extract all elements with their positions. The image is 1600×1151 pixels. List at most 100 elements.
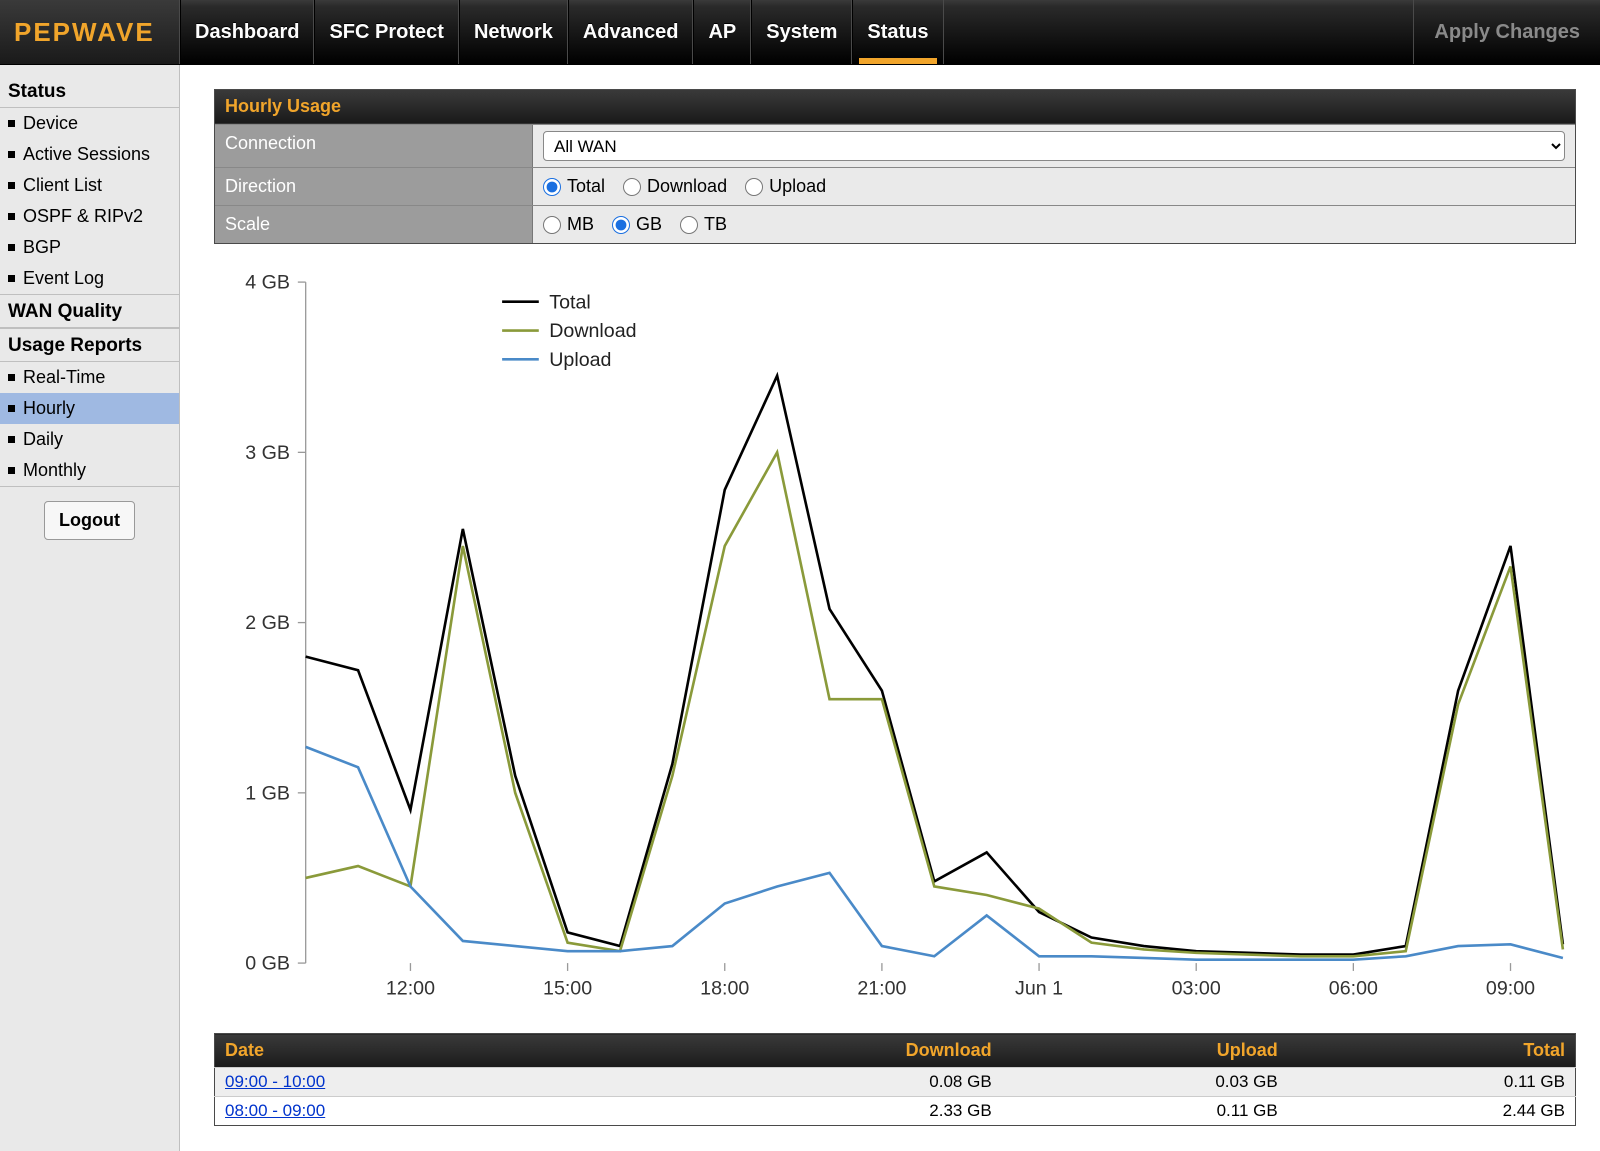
sidebar-item-label: OSPF & RIPv2 [23, 206, 143, 227]
scale-radio-tb[interactable] [680, 216, 698, 234]
direction-label: Total [567, 176, 605, 197]
table-header-date: Date [215, 1034, 634, 1068]
logout-button[interactable]: Logout [44, 501, 135, 540]
panel-title: Hourly Usage [215, 90, 1575, 124]
sidebar-item-realtime[interactable]: Real-Time [0, 362, 179, 393]
sidebar-item-daily[interactable]: Daily [0, 424, 179, 455]
topbar: PEPWAVE DashboardSFC ProtectNetworkAdvan… [0, 0, 1600, 65]
svg-text:2 GB: 2 GB [245, 612, 290, 634]
table-cell-total: 2.44 GB [1288, 1097, 1576, 1126]
logo-text: PEPWAVE [14, 17, 155, 48]
cfg-row-scale: Scale MB GB TB [215, 205, 1575, 243]
svg-text:18:00: 18:00 [700, 978, 749, 1000]
cfg-label-connection: Connection [215, 125, 533, 167]
bullet-icon [8, 436, 15, 443]
table-header-download: Download [634, 1034, 1002, 1068]
scale-label: TB [704, 214, 727, 235]
sidebar-item-monthly[interactable]: Monthly [0, 455, 179, 486]
cfg-value-direction: Total Download Upload [533, 168, 1575, 205]
scale-radio-gb[interactable] [612, 216, 630, 234]
svg-text:Jun 1: Jun 1 [1015, 978, 1063, 1000]
cfg-label-direction: Direction [215, 168, 533, 205]
direction-radio-download[interactable] [623, 178, 641, 196]
nav-item-dashboard[interactable]: Dashboard [180, 0, 314, 64]
sidebar-item-label: Client List [23, 175, 102, 196]
sidebar-item-label: Real-Time [23, 367, 105, 388]
svg-text:09:00: 09:00 [1486, 978, 1535, 1000]
nav-item-sfc[interactable]: SFC Protect [314, 0, 458, 64]
scale-option-tb[interactable]: TB [680, 214, 727, 235]
direction-option-upload[interactable]: Upload [745, 176, 826, 197]
connection-select[interactable]: All WAN [543, 131, 1565, 161]
cfg-label-scale: Scale [215, 206, 533, 243]
scale-option-gb[interactable]: GB [612, 214, 662, 235]
sidebar-item-label: Active Sessions [23, 144, 150, 165]
nav-item-advanced[interactable]: Advanced [568, 0, 694, 64]
direction-radio-total[interactable] [543, 178, 561, 196]
direction-option-total[interactable]: Total [543, 176, 605, 197]
config-panel: Hourly Usage Connection All WAN Directio… [214, 89, 1576, 244]
scale-radio-mb[interactable] [543, 216, 561, 234]
direction-label: Upload [769, 176, 826, 197]
direction-option-download[interactable]: Download [623, 176, 727, 197]
bullet-icon [8, 151, 15, 158]
page: Status Device Active Sessions Client List OS… [0, 65, 1600, 1151]
cfg-row-connection: Connection All WAN [215, 124, 1575, 167]
sidebar-header: Status [0, 75, 179, 108]
table-row: 09:00 - 10:000.08 GB0.03 GB0.11 GB [215, 1068, 1576, 1097]
bullet-icon [8, 120, 15, 127]
topnav: DashboardSFC ProtectNetworkAdvancedAPSys… [180, 0, 944, 64]
table-cell-upload: 0.11 GB [1002, 1097, 1288, 1126]
sidebar-header: Usage Reports [0, 329, 179, 362]
cfg-value-connection: All WAN [533, 125, 1575, 167]
date-link[interactable]: 09:00 - 10:00 [225, 1072, 325, 1091]
svg-text:12:00: 12:00 [386, 978, 435, 1000]
nav-item-system[interactable]: System [751, 0, 852, 64]
table-header-upload: Upload [1002, 1034, 1288, 1068]
nav-item-status[interactable]: Status [852, 0, 943, 64]
sidebar-item-hourly[interactable]: Hourly [0, 393, 179, 424]
cfg-row-direction: Direction Total Download Upload [215, 167, 1575, 205]
svg-text:Total: Total [549, 291, 590, 313]
bullet-icon [8, 244, 15, 251]
table-cell-upload: 0.03 GB [1002, 1068, 1288, 1097]
sidebar-item-eventlog[interactable]: Event Log [0, 263, 179, 294]
cfg-value-scale: MB GB TB [533, 206, 1575, 243]
sidebar: Status Device Active Sessions Client List OS… [0, 65, 180, 1151]
svg-text:03:00: 03:00 [1172, 978, 1221, 1000]
scale-label: GB [636, 214, 662, 235]
bullet-icon [8, 374, 15, 381]
scale-label: MB [567, 214, 594, 235]
main-content: Hourly Usage Connection All WAN Directio… [180, 65, 1600, 1151]
nav-item-ap[interactable]: AP [693, 0, 751, 64]
sidebar-item-clients[interactable]: Client List [0, 170, 179, 201]
svg-text:21:00: 21:00 [857, 978, 906, 1000]
sidebar-item-ospf[interactable]: OSPF & RIPv2 [0, 201, 179, 232]
date-link[interactable]: 08:00 - 09:00 [225, 1101, 325, 1120]
bullet-icon [8, 182, 15, 189]
bullet-icon [8, 405, 15, 412]
sidebar-header: WAN Quality [0, 295, 179, 328]
direction-radio-upload[interactable] [745, 178, 763, 196]
sidebar-item-label: Daily [23, 429, 63, 450]
sidebar-item-label: Hourly [23, 398, 75, 419]
sidebar-item-sessions[interactable]: Active Sessions [0, 139, 179, 170]
sidebar-item-label: BGP [23, 237, 61, 258]
nav-item-network[interactable]: Network [459, 0, 568, 64]
svg-text:0 GB: 0 GB [245, 953, 290, 975]
apply-changes-button[interactable]: Apply Changes [1413, 0, 1600, 64]
svg-text:4 GB: 4 GB [245, 272, 290, 294]
logo: PEPWAVE [0, 0, 180, 64]
sidebar-item-label: Device [23, 113, 78, 134]
direction-label: Download [647, 176, 727, 197]
scale-option-mb[interactable]: MB [543, 214, 594, 235]
sidebar-item-label: Monthly [23, 460, 86, 481]
sidebar-item-bgp[interactable]: BGP [0, 232, 179, 263]
table-cell-download: 2.33 GB [634, 1097, 1002, 1126]
usage-chart: 0 GB1 GB2 GB3 GB4 GB12:0015:0018:0021:00… [214, 269, 1576, 1015]
svg-text:1 GB: 1 GB [245, 782, 290, 804]
sidebar-item-device[interactable]: Device [0, 108, 179, 139]
bullet-icon [8, 275, 15, 282]
table-cell-total: 0.11 GB [1288, 1068, 1576, 1097]
svg-text:3 GB: 3 GB [245, 442, 290, 464]
